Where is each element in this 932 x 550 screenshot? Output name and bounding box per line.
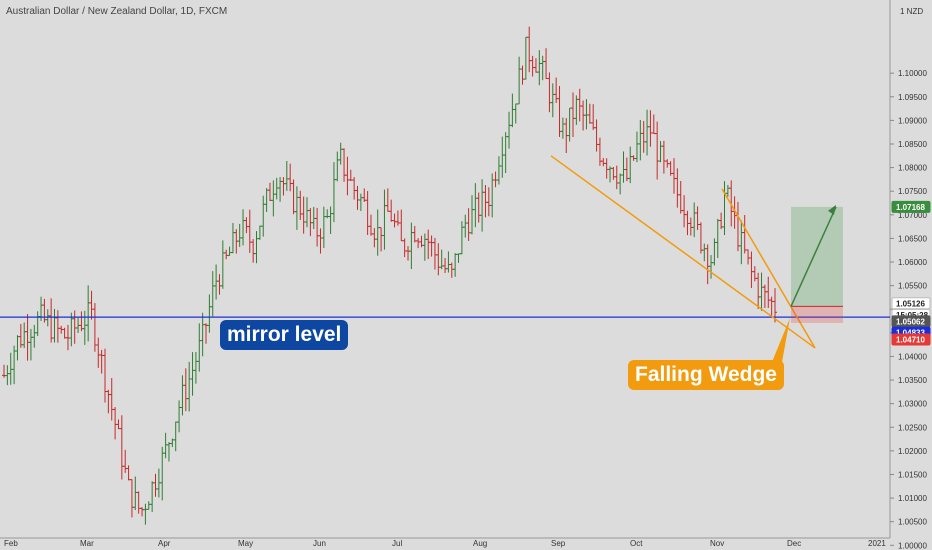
price-tick-label: 1.08000	[898, 164, 927, 173]
price-tag-box	[891, 200, 931, 213]
wedge-upper-line	[721, 188, 816, 349]
stop-zone	[791, 306, 843, 323]
time-tick-label: May	[238, 539, 253, 548]
price-tag-label: 1.05062	[896, 317, 925, 326]
price-tick-label: 1.04000	[898, 352, 927, 361]
price-tag-box	[891, 333, 931, 346]
price-tag-label: 1.07168	[896, 203, 925, 212]
time-tick-label: Mar	[80, 539, 94, 548]
price-tick-label: 1.06000	[898, 258, 927, 267]
time-tick-label: Aug	[473, 539, 487, 548]
projection-arrow-head	[828, 204, 836, 215]
price-tick-label: 1.07000	[898, 211, 927, 220]
price-tick-label: 1.02500	[898, 423, 927, 432]
chart-title: Australian Dollar / New Zealand Dollar, …	[6, 6, 228, 17]
projection-arrow-line	[790, 206, 837, 307]
time-tick-label: Jun	[313, 539, 326, 548]
price-tick-label: 1.10000	[898, 69, 927, 78]
price-tick-label: 1.01000	[898, 494, 927, 503]
time-tick-label: Dec	[787, 539, 801, 548]
time-tick-label: Jul	[392, 539, 402, 548]
price-tick-label: 1.00000	[898, 541, 927, 550]
price-tick-label: 1.02000	[898, 447, 927, 456]
falling-wedge-callout[interactable]: Falling Wedge	[628, 360, 784, 390]
price-tick-label: 1.06500	[898, 234, 927, 243]
time-tick-label: Feb	[4, 539, 18, 548]
time-tick-label: Apr	[158, 539, 171, 548]
price-tick-label: 1.05500	[898, 282, 927, 291]
price-tick-label: 1.07500	[898, 187, 927, 196]
price-tick-label: 1.00500	[898, 518, 927, 527]
price-tag-label: 15:05:28	[896, 311, 929, 320]
price-tick-label: 1.09500	[898, 93, 927, 102]
time-tick-label: Oct	[630, 539, 643, 548]
time-tick-label: Sep	[551, 539, 566, 548]
price-tag-label: 1.05126	[896, 299, 925, 308]
price-tick-label: 1.08500	[898, 140, 927, 149]
target-zone	[791, 206, 843, 307]
price-tick-label: 1.03500	[898, 376, 927, 385]
price-tag-label: 1.04710	[896, 335, 925, 344]
price-tick-label: 1.03000	[898, 400, 927, 409]
price-axis-currency: 1 NZD	[900, 7, 923, 16]
price-tag-box	[891, 297, 931, 310]
wedge-lower-line	[550, 155, 816, 349]
mirror-level-callout[interactable]: mirror level	[220, 320, 349, 350]
price-tick-label: 1.09000	[898, 116, 927, 125]
price-tag-label: 1.04833	[896, 329, 925, 338]
price-tick-label: 1.01500	[898, 470, 927, 479]
falling-wedge-pointer	[772, 318, 790, 362]
time-tick-label: Nov	[710, 539, 724, 548]
time-tick-label: 2021	[868, 539, 886, 548]
